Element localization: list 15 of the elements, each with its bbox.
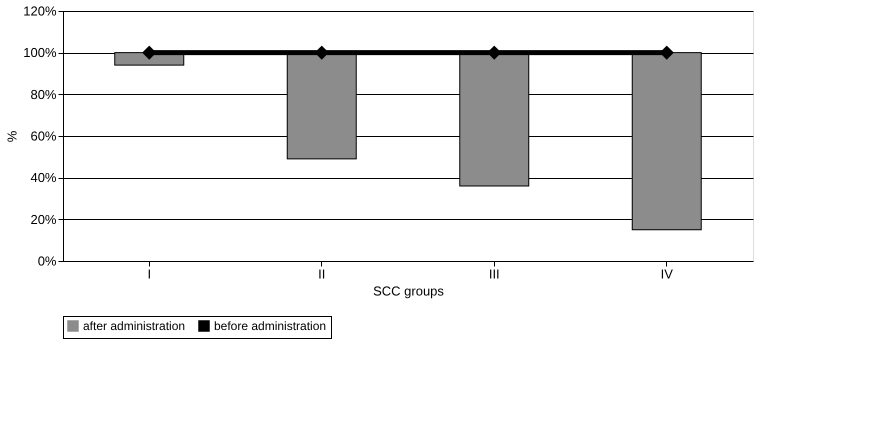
legend-label: before administration xyxy=(214,319,326,333)
legend-label: after administration xyxy=(83,319,186,333)
y-tick-label: 100% xyxy=(23,45,57,60)
y-tick-label: 0% xyxy=(38,254,57,268)
y-tick-label: 120% xyxy=(23,4,57,18)
y-tick-label: 80% xyxy=(30,86,57,102)
x-tick-label: I xyxy=(147,266,152,282)
y-tick-label: 20% xyxy=(30,212,57,227)
x-tick-label: II xyxy=(318,266,326,282)
y-tick-label: 60% xyxy=(30,128,57,144)
y-tick-label: 40% xyxy=(30,170,57,186)
x-tick-label: IV xyxy=(660,266,674,282)
y-axis-title: % xyxy=(4,130,20,142)
x-axis-title: SCC groups xyxy=(373,284,444,298)
x-tick-label: III xyxy=(488,266,500,282)
